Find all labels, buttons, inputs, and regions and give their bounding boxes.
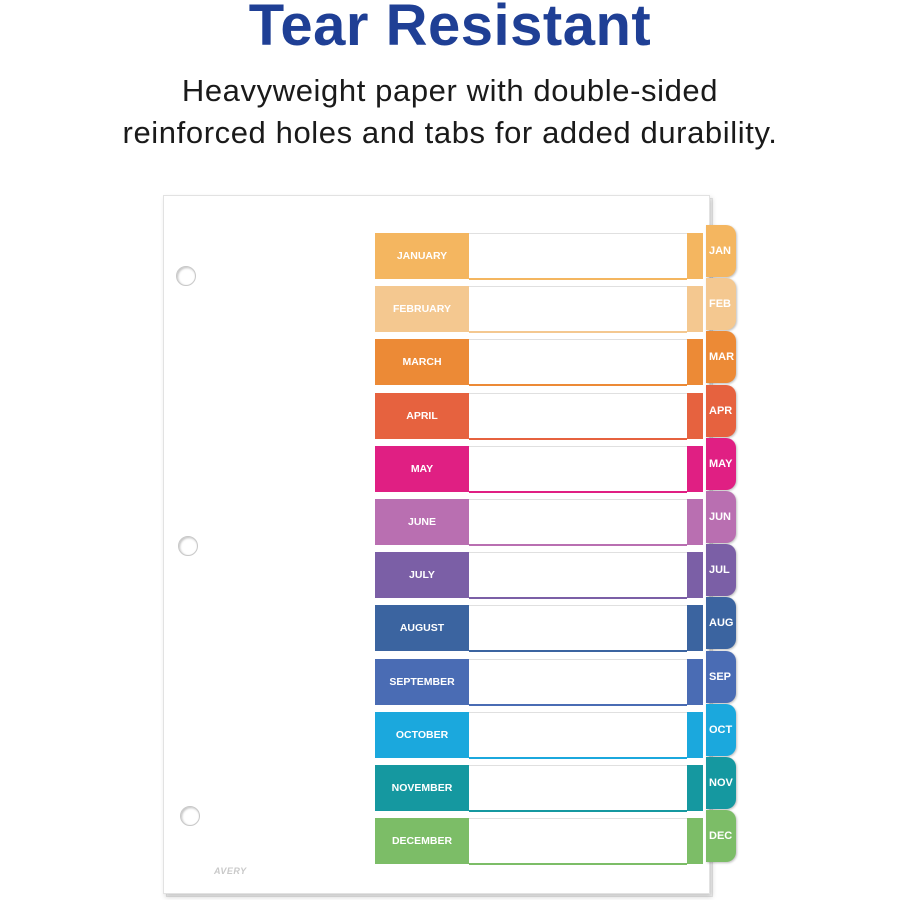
write-in-line [469, 658, 687, 706]
month-label: SEPTEMBER [375, 658, 469, 705]
month-row-january: JANUARY [375, 233, 703, 280]
color-end-block [687, 339, 703, 386]
color-end-block [687, 711, 703, 758]
tab-sep[interactable]: SEP [706, 650, 736, 703]
month-label: MAY [375, 445, 469, 492]
color-end-block [687, 499, 703, 545]
month-row-july: JULY [375, 552, 703, 600]
subtitle-line-2: reinforced holes and tabs for added dura… [122, 115, 778, 150]
write-in-line [469, 499, 687, 546]
month-row-november: NOVEMBER [375, 765, 703, 812]
write-in-line [469, 765, 687, 812]
write-in-line [469, 605, 687, 653]
month-row-april: APRIL [375, 392, 703, 440]
month-row-december: DECEMBER [375, 818, 703, 866]
month-label: AUGUST [375, 605, 469, 652]
tab-oct[interactable]: OCT [706, 703, 736, 756]
month-row-september: SEPTEMBER [375, 658, 703, 706]
color-end-block [687, 658, 703, 705]
tab-apr[interactable]: APR [706, 384, 736, 437]
color-end-block [687, 445, 703, 492]
binder-hole-middle [178, 536, 198, 556]
subtitle-line-1: Heavyweight paper with double-sided [181, 73, 719, 108]
month-row-august: AUGUST [375, 605, 703, 653]
write-in-line [469, 339, 687, 387]
tab-dec[interactable]: DEC [706, 810, 736, 863]
month-label: FEBRUARY [375, 286, 469, 333]
write-in-line [469, 818, 687, 866]
color-end-block [687, 286, 703, 333]
brand-logo: AVERY [214, 866, 247, 876]
subtitle: Heavyweight paper with double-sided rein… [0, 70, 900, 154]
month-label: NOVEMBER [375, 765, 469, 811]
month-row-may: MAY [375, 445, 703, 493]
write-in-line [469, 233, 687, 280]
month-row-february: FEBRUARY [375, 286, 703, 334]
month-row-june: JUNE [375, 499, 703, 546]
tab-mar[interactable]: MAR [706, 331, 736, 384]
write-in-line [469, 286, 687, 334]
month-label: JULY [375, 552, 469, 599]
month-label: JUNE [375, 499, 469, 545]
tab-feb[interactable]: FEB [706, 278, 736, 331]
tab-jul[interactable]: JUL [706, 544, 736, 597]
month-row-march: MARCH [375, 339, 703, 387]
tab-jun[interactable]: JUN [706, 491, 736, 543]
tab-jan[interactable]: JAN [706, 225, 736, 277]
month-row-october: OCTOBER [375, 711, 703, 759]
month-label: OCTOBER [375, 711, 469, 758]
month-label: JANUARY [375, 233, 469, 279]
month-label: DECEMBER [375, 818, 469, 865]
page-title: Tear Resistant [248, 0, 652, 58]
color-end-block [687, 552, 703, 599]
write-in-line [469, 392, 687, 440]
binder-hole-bottom [180, 806, 200, 826]
color-end-block [687, 765, 703, 811]
color-end-block [687, 392, 703, 439]
write-in-line [469, 552, 687, 600]
tab-may[interactable]: MAY [706, 437, 736, 490]
month-label: APRIL [375, 392, 469, 439]
write-in-line [469, 711, 687, 759]
month-label: MARCH [375, 339, 469, 386]
tab-aug[interactable]: AUG [706, 597, 736, 650]
write-in-line [469, 445, 687, 493]
color-end-block [687, 818, 703, 865]
color-end-block [687, 605, 703, 652]
color-end-block [687, 233, 703, 279]
tab-nov[interactable]: NOV [706, 757, 736, 809]
binder-hole-top [176, 266, 196, 286]
